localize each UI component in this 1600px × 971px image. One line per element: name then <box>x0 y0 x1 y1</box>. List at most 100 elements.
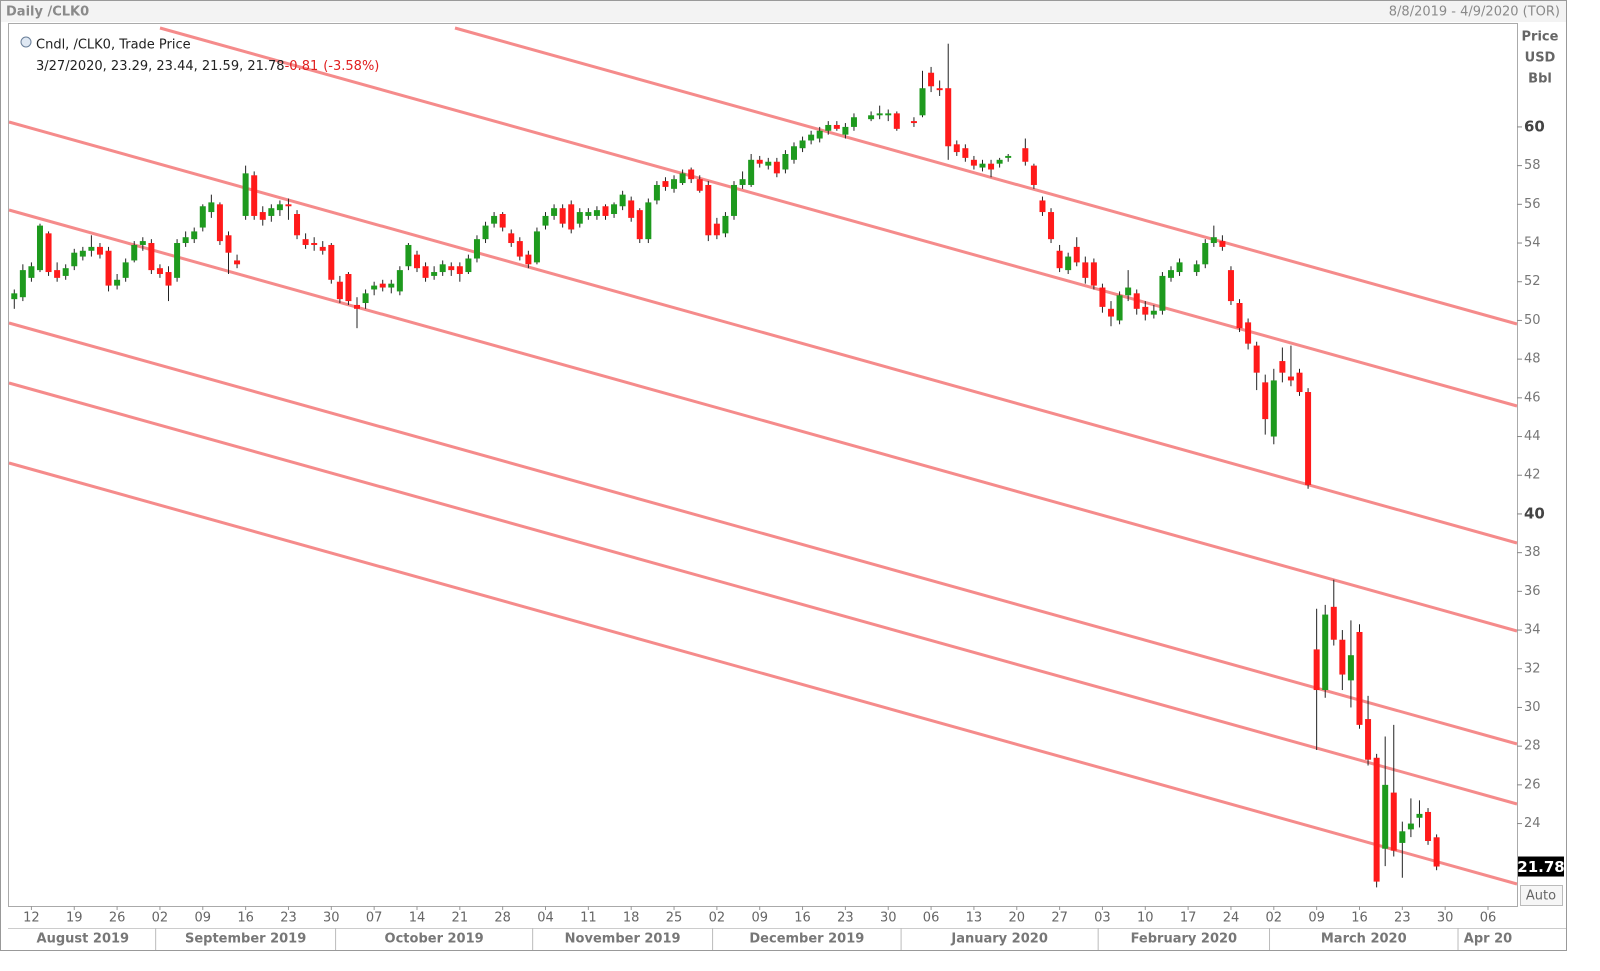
candle-body <box>182 237 189 244</box>
candle-body <box>1339 639 1346 675</box>
candle-body <box>628 200 635 218</box>
candle-body <box>1133 293 1140 309</box>
candle-body <box>1065 256 1072 271</box>
candle-body <box>36 225 43 271</box>
candle-body <box>1005 155 1012 158</box>
candle-body <box>1099 287 1106 307</box>
month-label: March 2020 <box>1321 932 1407 947</box>
x-tick-label: 16 <box>237 911 254 926</box>
trend-line <box>159 26 1518 408</box>
study-label: Cndl, /CLK0, Trade Price <box>36 38 191 53</box>
candle-body <box>996 159 1003 164</box>
candle-body <box>234 260 241 265</box>
auto-scale-button[interactable] <box>1520 885 1563 906</box>
readout: 3/27/2020, 23.29, 23.44, 21.59, 21.78-0.… <box>36 59 379 74</box>
candle-body <box>1167 270 1174 278</box>
y-tick-label: 60 <box>1524 117 1545 135</box>
y-tick-label: 40 <box>1524 504 1545 522</box>
candle-body <box>482 225 489 240</box>
y-tick-label: 44 <box>1524 429 1541 444</box>
month-label: Apr 20 <box>1464 932 1512 947</box>
candle-body <box>696 179 703 191</box>
candle-body <box>850 117 857 127</box>
candle-body <box>876 113 883 116</box>
candle-body <box>1416 813 1423 818</box>
y-tick-label: 36 <box>1524 584 1541 599</box>
candle-body <box>808 134 815 141</box>
candle-body <box>139 241 146 245</box>
candle-body <box>276 204 283 211</box>
candle-body <box>405 244 412 267</box>
candle-body <box>1090 262 1097 286</box>
x-tick-label: 07 <box>366 911 383 926</box>
candle-body <box>508 233 515 244</box>
x-tick-label: 20 <box>1008 911 1025 926</box>
x-tick-label: 02 <box>709 911 726 926</box>
candle-body <box>448 266 455 271</box>
candle-body <box>868 115 875 120</box>
study-icon[interactable] <box>20 36 32 48</box>
trend-line <box>8 208 1518 633</box>
x-tick-label: 06 <box>923 911 940 926</box>
candle-body <box>1150 310 1157 315</box>
candle-body <box>533 231 540 263</box>
candle-body <box>593 210 600 216</box>
candle-body <box>585 212 592 216</box>
candle-body <box>216 204 223 242</box>
y-tick-label: 46 <box>1524 390 1541 405</box>
candle-body <box>345 273 352 302</box>
candle-body <box>662 181 669 187</box>
x-tick-label: 28 <box>494 911 511 926</box>
candle-body <box>1270 380 1277 437</box>
x-tick-label: 03 <box>1094 911 1111 926</box>
y-tick-label: 26 <box>1524 777 1541 792</box>
x-tick-label: 17 <box>1180 911 1197 926</box>
y-tick-label: 28 <box>1524 739 1541 754</box>
candle-body <box>671 179 678 189</box>
candle-body <box>1313 649 1320 691</box>
candle-body <box>1193 264 1200 273</box>
candle-body <box>1425 811 1432 841</box>
candle-body <box>773 161 780 174</box>
candle-body <box>354 304 361 309</box>
candle-body <box>910 121 917 124</box>
y-tick-label: 34 <box>1524 623 1541 638</box>
month-label: September 2019 <box>185 932 306 947</box>
candle-body <box>465 258 472 273</box>
candle-body <box>396 270 403 292</box>
candle-body <box>1056 250 1063 269</box>
candle-body <box>105 250 112 286</box>
candle-body <box>790 146 797 160</box>
y-tick-label: 30 <box>1524 700 1541 715</box>
x-tick-label: 12 <box>23 911 40 926</box>
candle-body <box>88 246 95 251</box>
y-tick-label: 32 <box>1524 661 1541 676</box>
x-tick-label: 02 <box>152 911 169 926</box>
candle-body <box>756 159 763 164</box>
candle-body <box>1210 237 1217 244</box>
x-tick-label: 09 <box>1308 911 1325 926</box>
candle-body <box>1399 831 1406 843</box>
candle-body <box>1356 631 1363 725</box>
candle-body <box>1082 262 1089 278</box>
x-tick-label: 06 <box>1480 911 1497 926</box>
candle-body <box>1236 303 1243 329</box>
candle-body <box>45 233 52 273</box>
readout-change-pct: (-3.58%) <box>323 59 379 74</box>
candle-body <box>199 206 206 228</box>
x-tick-label: 13 <box>966 911 983 926</box>
candle-body <box>842 126 849 135</box>
candle-body <box>1073 246 1080 263</box>
candle-body <box>945 88 952 147</box>
candle-body <box>131 244 138 261</box>
y-tick-label: 56 <box>1524 197 1541 212</box>
candle-body <box>242 173 249 216</box>
candle-body <box>782 154 789 170</box>
candle-body <box>893 113 900 129</box>
candle-body <box>679 173 686 184</box>
candle-body <box>379 283 386 288</box>
y-unit: Bbl <box>1528 72 1552 87</box>
candle-body <box>1142 306 1149 315</box>
candle-body <box>174 243 181 278</box>
y-tick-label: 42 <box>1524 468 1541 483</box>
